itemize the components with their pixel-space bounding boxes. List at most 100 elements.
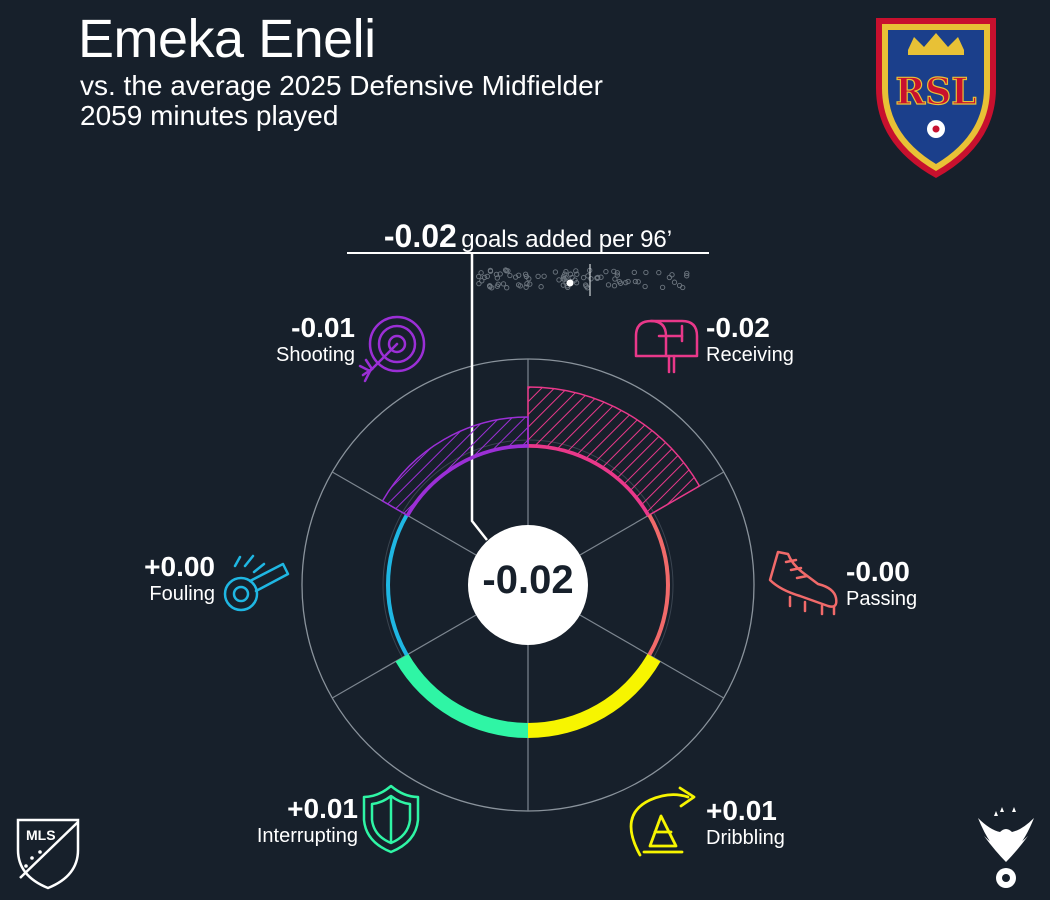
league-player-dot xyxy=(574,271,580,277)
player-name: Emeka Eneli xyxy=(78,9,376,69)
shooting-value: -0.01 xyxy=(291,312,355,343)
league-player-dot xyxy=(476,280,482,287)
league-player-dot xyxy=(563,268,569,275)
league-player-dot xyxy=(569,274,575,281)
total-label: goals added per 96’ xyxy=(461,226,673,253)
real-salt-lake-crest-icon: RSL xyxy=(876,18,996,178)
league-player-dot xyxy=(614,270,620,276)
league-player-dot xyxy=(538,284,544,290)
league-player-dot xyxy=(594,275,600,282)
league-player-dot xyxy=(614,272,620,278)
league-player-dot xyxy=(556,277,562,283)
minutes-played: 2059 minutes played xyxy=(80,100,339,131)
center-value: -0.02 xyxy=(482,558,574,602)
passing-label: Passing xyxy=(846,588,918,610)
league-player-dot xyxy=(656,269,662,276)
league-player-dot xyxy=(494,275,500,281)
league-player-dot xyxy=(612,276,618,282)
league-player-dot xyxy=(481,274,488,281)
league-player-dot xyxy=(617,280,624,286)
category-fouling: +0.00 Fouling xyxy=(144,552,215,606)
fouling-value: +0.00 xyxy=(144,551,215,582)
cone-icon xyxy=(629,786,696,857)
league-player-dot xyxy=(676,282,683,289)
total-connector xyxy=(470,253,488,541)
category-passing: -0.00 Passing xyxy=(846,557,917,611)
category-arcs xyxy=(381,386,701,738)
league-player-dot xyxy=(552,269,559,275)
league-player-dot xyxy=(560,276,566,282)
league-player-dot xyxy=(502,267,509,273)
sector-divider xyxy=(579,614,725,699)
league-player-dot xyxy=(659,284,666,291)
league-player-dot xyxy=(583,283,589,289)
league-player-dot xyxy=(560,274,567,280)
league-player-dot xyxy=(684,273,690,279)
shooting-value-arc xyxy=(405,444,528,516)
league-player-dot xyxy=(632,278,639,285)
league-player-dot xyxy=(588,276,594,282)
league-player-dot xyxy=(494,283,500,289)
category-receiving: -0.02 Receiving xyxy=(706,313,794,367)
league-player-dot xyxy=(493,271,500,278)
comparison-subtitle: vs. the average 2025 Defensive Midfielde… xyxy=(80,70,603,101)
league-player-dot xyxy=(507,272,513,279)
league-player-dot xyxy=(541,273,547,279)
league-player-dot xyxy=(573,268,579,274)
cleat-icon xyxy=(768,550,838,616)
league-player-dot xyxy=(524,281,530,287)
league-player-dot xyxy=(523,273,530,280)
fouling-value-arc xyxy=(386,514,409,656)
league-player-dot xyxy=(684,270,690,277)
interrupting-value-arc xyxy=(395,654,528,738)
league-player-dot xyxy=(580,274,587,281)
league-player-dot xyxy=(642,283,648,290)
interrupting-label: Interrupting xyxy=(256,825,358,847)
whistle-icon xyxy=(223,554,290,612)
league-player-dot xyxy=(527,281,533,287)
league-player-dot xyxy=(671,279,678,285)
category-dribbling: +0.01 Dribbling xyxy=(706,796,785,850)
league-player-dot xyxy=(535,273,541,280)
dribbling-value: +0.01 xyxy=(706,795,777,826)
shooting-label: Shooting xyxy=(276,344,355,366)
league-player-dot xyxy=(631,269,637,276)
receiving-deficit-arc xyxy=(527,386,701,518)
player-marker xyxy=(566,279,574,287)
center-disk xyxy=(468,525,588,645)
eagle-logo-icon xyxy=(978,807,1034,888)
league-player-dot xyxy=(625,278,631,285)
league-player-dot xyxy=(666,274,673,281)
league-player-dot xyxy=(669,272,675,278)
crest-text: RSL xyxy=(895,71,976,113)
receiving-value-arc xyxy=(528,444,651,516)
passing-value: -0.00 xyxy=(846,556,910,587)
mailbox-icon xyxy=(634,319,699,374)
interrupting-value: +0.01 xyxy=(287,793,358,824)
league-player-dot xyxy=(573,280,580,286)
dribbling-label: Dribbling xyxy=(706,827,785,849)
league-player-dot xyxy=(635,279,641,285)
league-player-dot xyxy=(603,268,609,275)
mls-logo-icon: MLS xyxy=(16,818,80,890)
league-player-dot xyxy=(643,269,649,276)
league-player-dot xyxy=(572,277,578,283)
total-goals-added: -0.02 goals added per 96’ xyxy=(347,218,709,255)
league-player-dot xyxy=(484,273,490,280)
shield-icon xyxy=(362,784,420,854)
league-player-dot xyxy=(476,273,482,280)
league-player-dot xyxy=(523,284,529,290)
league-player-dot xyxy=(563,275,569,281)
target-icon xyxy=(358,315,426,383)
total-value: -0.02 xyxy=(383,218,457,254)
league-player-dot xyxy=(515,282,522,288)
league-player-dot xyxy=(497,271,503,277)
receiving-label: Receiving xyxy=(706,344,794,366)
league-player-dot xyxy=(605,282,612,288)
league-player-dot xyxy=(486,283,493,289)
league-player-dot xyxy=(503,268,510,274)
receiving-value: -0.02 xyxy=(706,312,770,343)
league-distribution xyxy=(476,267,690,291)
league-player-dot xyxy=(516,272,522,278)
